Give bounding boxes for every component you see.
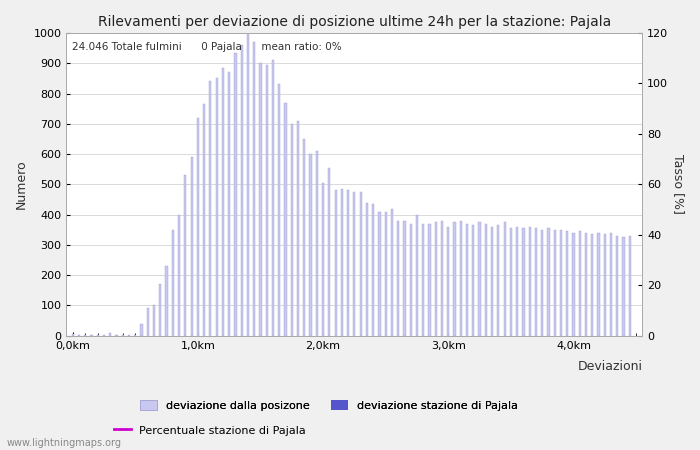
Y-axis label: Numero: Numero: [15, 160, 28, 209]
Bar: [297, 121, 299, 336]
Bar: [522, 228, 524, 336]
Bar: [347, 190, 349, 336]
Bar: [366, 202, 368, 336]
Bar: [128, 335, 130, 336]
Bar: [109, 333, 111, 336]
Bar: [441, 220, 443, 336]
Bar: [209, 81, 211, 336]
Text: Deviazioni: Deviazioni: [578, 360, 643, 373]
Bar: [147, 308, 149, 336]
Bar: [122, 335, 124, 336]
Bar: [290, 124, 293, 336]
Bar: [241, 45, 243, 336]
Bar: [228, 72, 230, 336]
Bar: [84, 335, 86, 336]
Bar: [447, 227, 449, 336]
Bar: [328, 168, 330, 336]
Bar: [216, 78, 218, 336]
Bar: [372, 204, 375, 336]
Bar: [90, 335, 92, 336]
Bar: [473, 225, 475, 336]
Bar: [153, 306, 155, 336]
Bar: [284, 103, 286, 336]
Bar: [585, 233, 587, 336]
Bar: [541, 230, 543, 336]
Bar: [510, 228, 512, 336]
Bar: [384, 212, 387, 336]
Bar: [172, 230, 174, 336]
Bar: [466, 224, 468, 336]
Bar: [103, 335, 105, 336]
Bar: [484, 224, 487, 336]
Bar: [159, 284, 162, 336]
Legend: Percentuale stazione di Pajala: Percentuale stazione di Pajala: [109, 420, 311, 440]
Bar: [97, 335, 99, 336]
Bar: [203, 104, 205, 336]
Bar: [322, 183, 324, 336]
Bar: [435, 222, 437, 336]
Bar: [378, 212, 381, 336]
Bar: [190, 157, 192, 336]
Bar: [428, 224, 430, 336]
Text: 24.046 Totale fulmini      0 Pajala      mean ratio: 0%: 24.046 Totale fulmini 0 Pajala mean rati…: [72, 42, 342, 52]
Bar: [460, 220, 462, 336]
Bar: [178, 215, 180, 336]
Bar: [454, 222, 456, 336]
Bar: [265, 65, 268, 336]
Bar: [272, 60, 274, 336]
Bar: [260, 63, 262, 336]
Bar: [573, 233, 575, 336]
Bar: [566, 231, 568, 336]
Bar: [528, 227, 531, 336]
Bar: [403, 220, 405, 336]
Y-axis label: Tasso [%]: Tasso [%]: [672, 154, 685, 214]
Bar: [547, 228, 550, 336]
Bar: [354, 192, 356, 336]
Bar: [610, 233, 612, 336]
Bar: [592, 234, 594, 336]
Bar: [579, 231, 581, 336]
Bar: [422, 224, 424, 336]
Bar: [622, 237, 624, 336]
Bar: [516, 227, 518, 336]
Bar: [410, 224, 412, 336]
Bar: [165, 266, 168, 336]
Bar: [335, 190, 337, 336]
Bar: [597, 233, 600, 336]
Legend: deviazione dalla posizone, deviazione stazione di Pajala: deviazione dalla posizone, deviazione st…: [136, 396, 522, 415]
Bar: [278, 85, 281, 336]
Bar: [78, 335, 80, 336]
Bar: [141, 324, 143, 336]
Bar: [629, 236, 631, 336]
Bar: [497, 225, 500, 336]
Bar: [503, 222, 505, 336]
Bar: [247, 33, 249, 336]
Bar: [71, 334, 74, 336]
Bar: [134, 335, 136, 336]
Bar: [535, 228, 537, 336]
Bar: [360, 192, 362, 336]
Bar: [341, 189, 343, 336]
Bar: [554, 230, 556, 336]
Title: Rilevamenti per deviazione di posizione ultime 24h per la stazione: Pajala: Rilevamenti per deviazione di posizione …: [98, 15, 611, 29]
Bar: [234, 53, 237, 336]
Bar: [303, 139, 305, 336]
Bar: [479, 222, 481, 336]
Bar: [616, 236, 618, 336]
Bar: [253, 42, 256, 336]
Text: www.lightningmaps.org: www.lightningmaps.org: [7, 438, 122, 448]
Bar: [391, 209, 393, 336]
Bar: [397, 220, 399, 336]
Bar: [491, 227, 494, 336]
Bar: [197, 118, 199, 336]
Bar: [416, 215, 418, 336]
Bar: [309, 154, 312, 336]
Bar: [603, 234, 606, 336]
Bar: [184, 176, 186, 336]
Bar: [222, 68, 224, 336]
Bar: [560, 230, 562, 336]
Bar: [116, 335, 118, 336]
Bar: [316, 151, 318, 336]
